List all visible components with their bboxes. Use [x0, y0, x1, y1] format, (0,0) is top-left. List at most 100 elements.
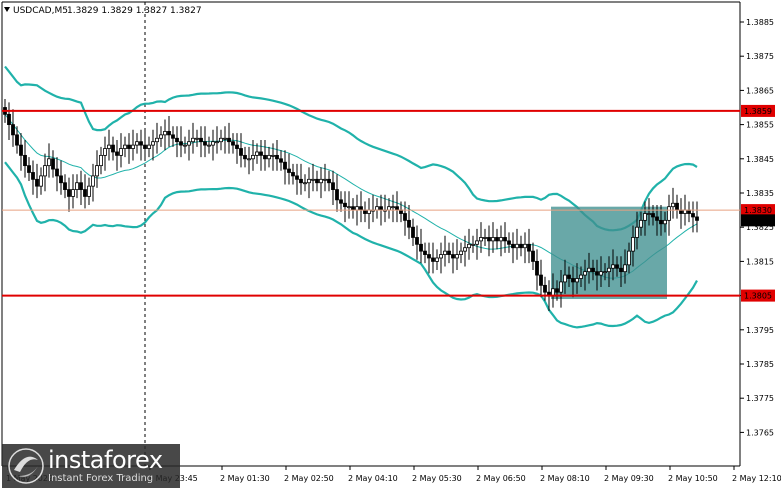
candle-body — [539, 274, 543, 286]
candle — [503, 222, 507, 253]
candle — [195, 129, 199, 147]
candle — [235, 133, 239, 164]
candle — [311, 163, 315, 192]
candle-body — [503, 237, 507, 242]
candle — [695, 201, 699, 233]
candle-body — [131, 144, 135, 149]
candle-body — [611, 264, 615, 269]
candle-body — [387, 206, 391, 211]
candle — [435, 249, 439, 270]
candle — [283, 150, 287, 185]
candle-body — [115, 151, 119, 156]
candle — [619, 256, 623, 288]
candle — [555, 280, 559, 301]
candle-body — [239, 148, 243, 156]
candle-body — [519, 243, 523, 249]
candle-body — [379, 206, 383, 211]
candle — [239, 133, 243, 168]
candle — [651, 204, 655, 226]
candle-body — [119, 148, 123, 156]
candle-body — [79, 182, 83, 190]
candle-body — [315, 178, 319, 184]
candle-body — [71, 189, 75, 197]
candle-body — [319, 178, 323, 184]
candle-body — [167, 131, 171, 136]
candle-body — [531, 250, 535, 262]
candle — [19, 133, 23, 171]
x-tick-label: 2 May 08:10 — [540, 474, 590, 483]
y-tick-label: 1.3885 — [746, 18, 774, 27]
candle — [127, 133, 131, 164]
candle — [443, 235, 447, 267]
x-tick-label: 2 May 09:30 — [604, 474, 654, 483]
candle — [323, 163, 327, 192]
x-tick-label: 2 May 12:10 — [732, 474, 781, 483]
price-label: 1.3805 — [741, 289, 775, 302]
candle — [535, 249, 539, 291]
candle — [591, 259, 595, 281]
candle-body — [215, 141, 219, 144]
candle-body — [147, 144, 151, 149]
candle — [187, 129, 191, 161]
candle — [51, 150, 55, 178]
candle-body — [483, 237, 487, 239]
x-tick-label: 2 May 02:50 — [284, 474, 334, 483]
candle — [459, 242, 463, 264]
candle-body — [251, 154, 255, 160]
candle — [231, 133, 235, 154]
candle-body — [459, 250, 463, 255]
candle — [427, 242, 431, 274]
candle — [299, 163, 303, 195]
candle-body — [23, 154, 27, 167]
candle-body — [103, 148, 107, 156]
candle — [199, 126, 203, 158]
candle-body — [535, 260, 539, 276]
candle-body — [91, 175, 95, 187]
menu-triangle-icon[interactable] — [4, 7, 10, 12]
candle — [447, 242, 451, 264]
candle — [167, 116, 171, 147]
candle-body — [687, 209, 691, 214]
candle-body — [327, 178, 331, 184]
candle-body — [123, 144, 127, 149]
candle — [267, 146, 271, 168]
candle-body — [375, 206, 379, 211]
candle — [407, 204, 411, 240]
candle — [211, 129, 215, 161]
candle-body — [291, 172, 295, 177]
price-levels — [2, 109, 740, 297]
candle — [71, 174, 75, 209]
candle-body — [427, 254, 431, 259]
candle — [59, 160, 63, 195]
candle — [587, 252, 591, 284]
candle — [499, 225, 503, 257]
candle-body — [35, 178, 39, 187]
candle — [91, 163, 95, 202]
candle-body — [283, 161, 287, 170]
candle-body — [95, 165, 99, 177]
candle — [15, 126, 19, 154]
y-tick-label: 1.3775 — [746, 394, 774, 403]
candle-body — [615, 264, 619, 269]
candle-body — [575, 278, 579, 283]
chart-header: USDCAD,M5 1.3829 1.3829 1.3827 1.3827 — [4, 6, 202, 16]
candle — [23, 139, 27, 178]
candle — [531, 242, 535, 270]
candle-body — [351, 206, 355, 211]
candle-body — [463, 247, 467, 252]
y-tick-label: 1.3845 — [746, 155, 774, 164]
watermark-tagline: Instant Forex Trading — [48, 473, 154, 484]
candle-body — [499, 237, 503, 242]
candle-body — [275, 154, 279, 160]
candle-body — [635, 226, 639, 238]
candle — [583, 259, 587, 291]
candle-body — [591, 267, 595, 273]
candle — [615, 256, 619, 277]
candle-body — [227, 137, 231, 143]
candle-body — [255, 151, 259, 156]
candle — [119, 133, 123, 168]
candle-body — [203, 141, 207, 146]
candle-body — [295, 175, 299, 180]
